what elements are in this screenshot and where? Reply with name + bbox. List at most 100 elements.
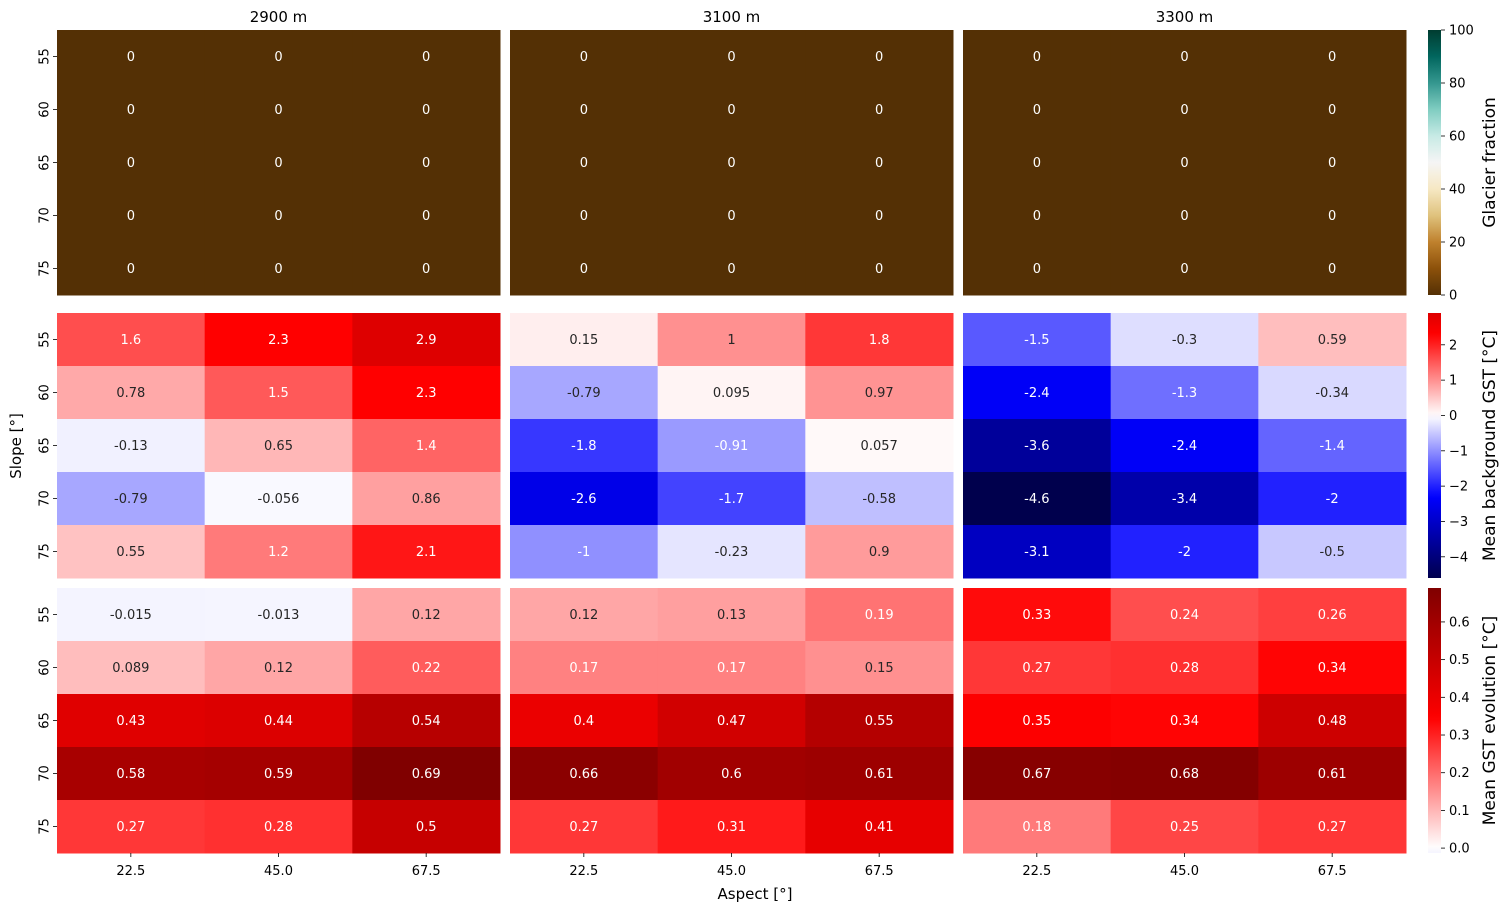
heatmap-cell — [1110, 472, 1259, 526]
cell-value-label: 0.5 — [416, 820, 437, 835]
cell-value-label: 0 — [127, 262, 135, 277]
cell-value-label: -3.6 — [1024, 439, 1049, 454]
heatmap-cell — [57, 313, 206, 367]
cell-value-label: 0 — [274, 209, 282, 224]
heatmap-cell — [805, 588, 954, 642]
cell-value-label: 0 — [1180, 156, 1188, 171]
x-axis-label: Aspect [°] — [718, 885, 793, 903]
cell-value-label: 0 — [875, 103, 883, 118]
heatmap-cell — [204, 83, 353, 137]
cell-value-label: 2.1 — [416, 545, 437, 560]
cell-value-label: 0.31 — [717, 820, 746, 835]
cell-value-label: 0.58 — [116, 767, 145, 782]
cell-value-label: 1.4 — [416, 439, 437, 454]
cell-value-label: 0.24 — [1170, 608, 1199, 623]
cell-value-label: 0 — [127, 156, 135, 171]
cell-value-label: 0.47 — [717, 714, 746, 729]
cell-value-label: -2.4 — [1024, 386, 1049, 401]
heatmap-cell — [657, 83, 806, 137]
cell-value-label: 0.27 — [569, 820, 598, 835]
colorbar — [1428, 313, 1441, 578]
cell-value-label: -1 — [577, 545, 590, 560]
heatmap-cell — [57, 419, 206, 473]
cell-value-label: -0.13 — [114, 439, 148, 454]
y-tick-label: 70 — [38, 207, 53, 224]
heatmap-cell — [963, 136, 1112, 190]
heatmap-cell — [1258, 30, 1407, 84]
cell-value-label: -0.23 — [715, 545, 749, 560]
heatmap-cell — [1258, 136, 1407, 190]
cell-value-label: -2.6 — [571, 492, 596, 507]
x-tick-label: 67.5 — [1318, 864, 1347, 879]
cell-value-label: 0 — [580, 156, 588, 171]
heatmap-cell — [1258, 472, 1407, 526]
heatmap-cell — [510, 747, 659, 801]
cell-value-label: 0 — [727, 209, 735, 224]
cell-value-label: 0 — [727, 262, 735, 277]
heatmap-cell — [1110, 313, 1259, 367]
colorbar-tick-label: 0.3 — [1449, 729, 1470, 744]
cell-value-label: 0 — [127, 209, 135, 224]
heatmap-cell — [805, 694, 954, 748]
heatmap-cell — [57, 136, 206, 190]
heatmap-cell — [1110, 242, 1259, 296]
colorbar-tick-label: −4 — [1449, 550, 1468, 565]
y-tick-label: 55 — [38, 606, 53, 623]
cell-value-label: 0.67 — [1022, 767, 1051, 782]
cell-value-label: 0 — [1180, 209, 1188, 224]
cell-value-label: 0.17 — [569, 661, 598, 676]
cell-value-label: 2.9 — [416, 333, 437, 348]
heatmap-cell — [510, 366, 659, 420]
cell-value-label: 0.27 — [1318, 820, 1347, 835]
cell-value-label: 0 — [422, 156, 430, 171]
cell-value-label: 0 — [1328, 262, 1336, 277]
cell-value-label: 0 — [580, 50, 588, 65]
colorbar — [1428, 30, 1441, 295]
cell-value-label: 0.34 — [1170, 714, 1199, 729]
heatmap-cell — [963, 800, 1112, 854]
cell-value-label: 0.17 — [717, 661, 746, 676]
y-tick-label: 70 — [38, 765, 53, 782]
heatmap-cell — [204, 30, 353, 84]
cell-value-label: 0.12 — [569, 608, 598, 623]
heatmap-cell — [1110, 694, 1259, 748]
cell-value-label: 0.43 — [116, 714, 145, 729]
y-tick-label: 65 — [38, 437, 53, 454]
heatmap-cell — [805, 189, 954, 243]
colorbar-tick-label: 80 — [1449, 77, 1466, 92]
heatmap-cell — [1258, 641, 1407, 695]
cell-value-label: 0.61 — [865, 767, 894, 782]
cell-value-label: 0 — [580, 262, 588, 277]
cell-value-label: 0.22 — [412, 661, 441, 676]
heatmap-cell — [1258, 588, 1407, 642]
heatmap-cell — [805, 366, 954, 420]
heatmap-cell — [204, 800, 353, 854]
heatmap-cell — [657, 694, 806, 748]
cell-value-label: 0 — [127, 103, 135, 118]
heatmap-cell — [57, 83, 206, 137]
heatmap-cell — [657, 747, 806, 801]
heatmap-cell — [657, 313, 806, 367]
heatmap-cell — [1258, 313, 1407, 367]
colorbar — [1428, 588, 1441, 853]
heatmap-cell — [352, 189, 501, 243]
heatmap-cell — [510, 30, 659, 84]
colorbar-tick-label: −1 — [1449, 444, 1468, 459]
cell-value-label: 1.6 — [120, 333, 141, 348]
cell-value-label: -0.79 — [114, 492, 148, 507]
cell-value-label: 1.8 — [869, 333, 890, 348]
heatmap-cell — [352, 366, 501, 420]
cell-value-label: 0 — [1328, 50, 1336, 65]
heatmap-cell — [510, 525, 659, 579]
cell-value-label: 0.44 — [264, 714, 293, 729]
heatmap-cell — [805, 30, 954, 84]
cell-value-label: 1 — [727, 333, 735, 348]
cell-value-label: 0.12 — [412, 608, 441, 623]
colorbar-tick-label: 100 — [1449, 24, 1474, 39]
cell-value-label: 0 — [1328, 209, 1336, 224]
colorbar-label: Glacier fraction — [1480, 97, 1500, 228]
heatmap-cell — [510, 313, 659, 367]
colorbar-tick-label: 1 — [1449, 374, 1457, 389]
cell-value-label: -1.7 — [719, 492, 744, 507]
cell-value-label: 0 — [274, 262, 282, 277]
